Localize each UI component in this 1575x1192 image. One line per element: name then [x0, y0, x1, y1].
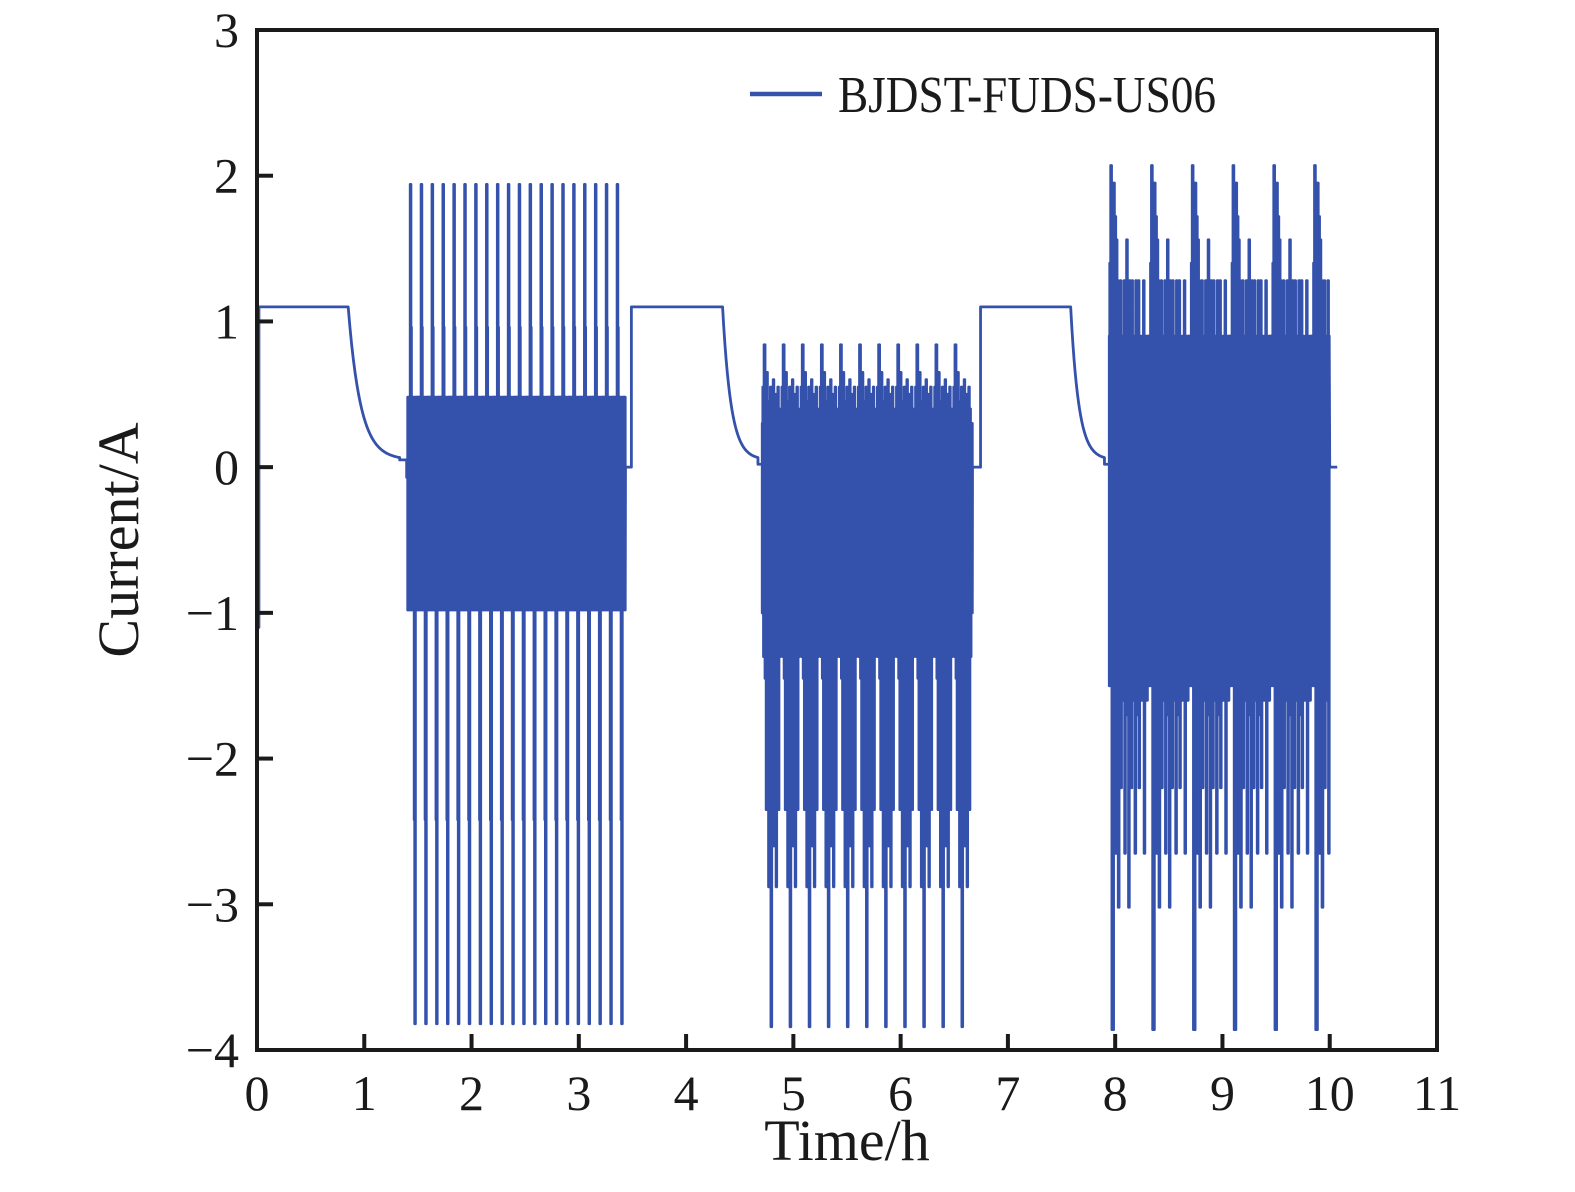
x-tick-label: 4 — [674, 1065, 699, 1121]
y-tick-label: −1 — [186, 585, 239, 641]
y-tick-label: 0 — [214, 439, 239, 495]
y-tick-label: −3 — [186, 876, 239, 932]
x-axis-label: Time/h — [764, 1108, 929, 1173]
y-tick-label: 1 — [214, 293, 239, 349]
x-tick-label: 2 — [459, 1065, 484, 1121]
axis-ticks: 0 1 2 3 4 5 6 7 8 9 10 11 −4 −3 −2 −1 0 1 2 3 — [186, 2, 1461, 1121]
x-tick-label: 0 — [245, 1065, 270, 1121]
y-tick-label: −2 — [186, 731, 239, 787]
x-tick-label: 8 — [1103, 1065, 1128, 1121]
x-tick-label: 10 — [1305, 1065, 1355, 1121]
y-axis-label: Current/A — [86, 422, 151, 657]
x-tick-label: 7 — [995, 1065, 1020, 1121]
x-tick-label: 11 — [1413, 1065, 1461, 1121]
series-line-bjdst-fuds-us06 — [256, 164, 1338, 1031]
y-tick-label: −4 — [186, 1022, 239, 1078]
legend-label: BJDST-FUDS-US06 — [838, 67, 1216, 124]
x-tick-label: 1 — [352, 1065, 377, 1121]
x-tick-label: 6 — [888, 1065, 913, 1121]
y-tick-label: 2 — [214, 148, 239, 204]
y-tick-label: 3 — [214, 2, 239, 58]
x-tick-label: 5 — [781, 1065, 806, 1121]
x-tick-label: 3 — [566, 1065, 591, 1121]
legend: BJDST-FUDS-US06 — [750, 67, 1216, 124]
x-tick-label: 9 — [1210, 1065, 1235, 1121]
plot-frame — [255, 28, 1439, 1052]
